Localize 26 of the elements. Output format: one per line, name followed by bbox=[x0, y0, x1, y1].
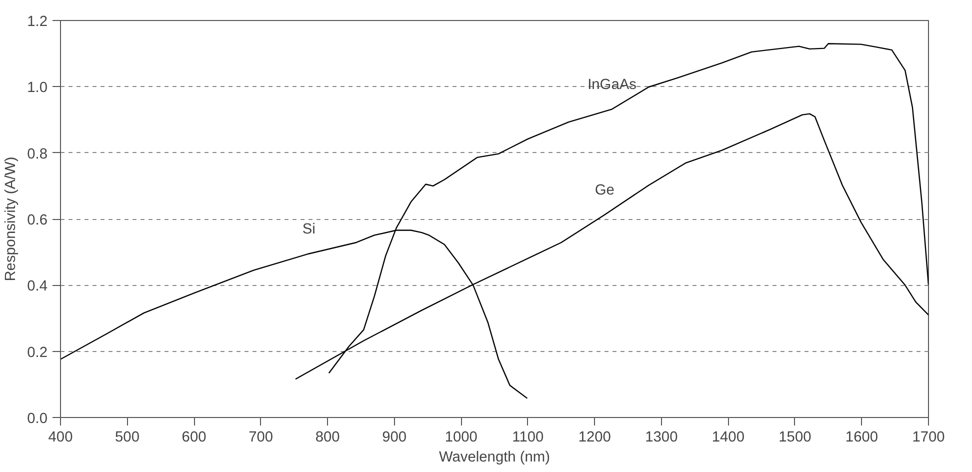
y-tick-label: 0.0 bbox=[27, 411, 48, 427]
x-tick-label: 400 bbox=[48, 430, 73, 446]
x-tick-label: 1200 bbox=[578, 430, 611, 446]
x-tick-label: 1400 bbox=[712, 430, 744, 446]
x-tick-label: 1300 bbox=[645, 430, 678, 446]
y-tick-label: 0.2 bbox=[27, 344, 48, 361]
x-tick-label: 800 bbox=[315, 430, 340, 446]
x-tick-label: 1500 bbox=[778, 430, 812, 446]
y-tick-label: 0.4 bbox=[27, 278, 48, 295]
x-tick-label: 900 bbox=[382, 430, 407, 446]
y-tick-label: 0.6 bbox=[27, 212, 48, 228]
x-tick-label: 1100 bbox=[512, 430, 544, 446]
x-tick-label: 700 bbox=[248, 430, 274, 446]
y-tick-label: 0.8 bbox=[27, 146, 48, 162]
x-tick-label: 500 bbox=[115, 430, 140, 446]
x-tick-label: 600 bbox=[182, 430, 206, 446]
series-label: InGaAs bbox=[588, 77, 636, 94]
x-tick-label: 1700 bbox=[912, 430, 945, 446]
x-tick-label: 1000 bbox=[444, 430, 478, 446]
y-axis-title: Responsivity (A/W) bbox=[3, 156, 20, 282]
series-label: Si bbox=[302, 222, 316, 238]
y-tick-label: 1.0 bbox=[27, 80, 48, 96]
series-label: Ge bbox=[594, 182, 614, 199]
x-tick-label: 1600 bbox=[845, 430, 878, 446]
y-tick-label: 1.2 bbox=[27, 14, 48, 30]
x-axis-title: Wavelength (nm) bbox=[438, 450, 550, 466]
